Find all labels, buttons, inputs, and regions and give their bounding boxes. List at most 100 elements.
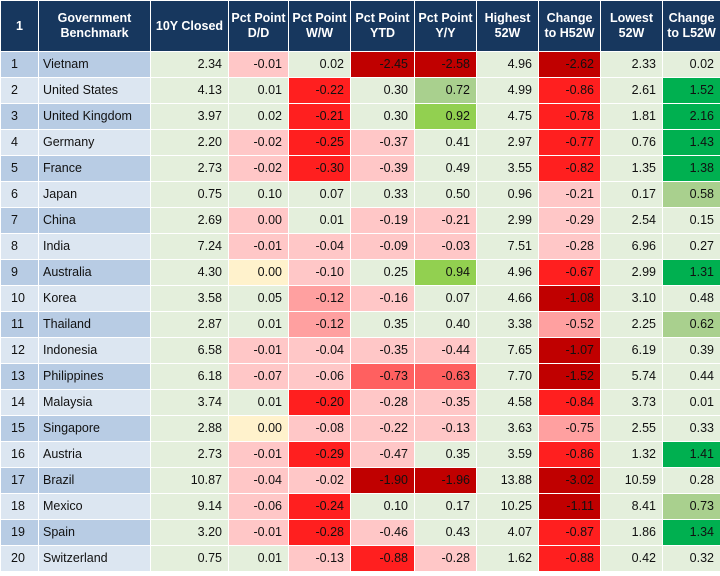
cell-pct-point-ytd: -0.47 bbox=[350, 441, 415, 468]
row-index: 18 bbox=[0, 493, 39, 520]
cell-change-to-l52w: 1.41 bbox=[662, 441, 720, 468]
cell-pct-point-ytd: 0.10 bbox=[350, 493, 415, 520]
benchmark-name: Spain bbox=[38, 519, 151, 546]
cell-change-to-h52w: -1.07 bbox=[538, 337, 601, 364]
row-index: 9 bbox=[0, 259, 39, 286]
cell-10y-closed: 6.58 bbox=[150, 337, 229, 364]
cell-pct-point-ww: -0.24 bbox=[288, 493, 351, 520]
cell-pct-point-ytd: -0.35 bbox=[350, 337, 415, 364]
cell-pct-point-yy: -0.03 bbox=[414, 233, 477, 260]
cell-pct-point-ww: -0.10 bbox=[288, 259, 351, 286]
cell-lowest-52w: 1.81 bbox=[600, 103, 663, 130]
cell-lowest-52w: 0.42 bbox=[600, 545, 663, 572]
cell-pct-point-ww: -0.13 bbox=[288, 545, 351, 572]
cell-pct-point-ww: 0.02 bbox=[288, 51, 351, 78]
row-index: 10 bbox=[0, 285, 39, 312]
cell-10y-closed: 3.58 bbox=[150, 285, 229, 312]
cell-10y-closed: 0.75 bbox=[150, 181, 229, 208]
table-row: 14 Malaysia 3.74 0.01 -0.20 -0.28 -0.35 4.58 -0.… bbox=[0, 389, 720, 416]
cell-pct-point-yy: 0.07 bbox=[414, 285, 477, 312]
cell-highest-52w: 13.88 bbox=[476, 467, 539, 494]
cell-pct-point-ww: -0.30 bbox=[288, 155, 351, 182]
cell-lowest-52w: 6.19 bbox=[600, 337, 663, 364]
cell-highest-52w: 3.38 bbox=[476, 311, 539, 338]
cell-pct-point-dd: 0.00 bbox=[228, 415, 289, 442]
cell-change-to-l52w: 0.15 bbox=[662, 207, 720, 234]
cell-change-to-l52w: 2.16 bbox=[662, 103, 720, 130]
cell-pct-point-ytd: -0.37 bbox=[350, 129, 415, 156]
cell-change-to-h52w: -0.77 bbox=[538, 129, 601, 156]
cell-change-to-l52w: 1.52 bbox=[662, 77, 720, 104]
cell-10y-closed: 2.73 bbox=[150, 155, 229, 182]
cell-pct-point-yy: 0.49 bbox=[414, 155, 477, 182]
table-row: 11 Thailand 2.87 0.01 -0.12 0.35 0.40 3.38 -0.52… bbox=[0, 311, 720, 338]
column-header-index: 1 bbox=[0, 0, 39, 52]
cell-10y-closed: 2.69 bbox=[150, 207, 229, 234]
cell-highest-52w: 4.96 bbox=[476, 259, 539, 286]
cell-pct-point-yy: 0.41 bbox=[414, 129, 477, 156]
table-row: 7 China 2.69 0.00 0.01 -0.19 -0.21 2.99 -0.29 2.5… bbox=[0, 207, 720, 234]
benchmark-name: Germany bbox=[38, 129, 151, 156]
benchmark-name: Australia bbox=[38, 259, 151, 286]
cell-highest-52w: 3.55 bbox=[476, 155, 539, 182]
benchmark-name: Japan bbox=[38, 181, 151, 208]
cell-pct-point-yy: -0.63 bbox=[414, 363, 477, 390]
benchmark-name: Brazil bbox=[38, 467, 151, 494]
cell-pct-point-dd: -0.01 bbox=[228, 233, 289, 260]
cell-highest-52w: 7.70 bbox=[476, 363, 539, 390]
cell-10y-closed: 2.73 bbox=[150, 441, 229, 468]
benchmark-name: United States bbox=[38, 77, 151, 104]
benchmark-name: Mexico bbox=[38, 493, 151, 520]
cell-pct-point-dd: 0.05 bbox=[228, 285, 289, 312]
cell-pct-point-yy: -0.28 bbox=[414, 545, 477, 572]
cell-change-to-h52w: -3.02 bbox=[538, 467, 601, 494]
column-header-lowest-52w: Lowest 52W bbox=[600, 0, 663, 52]
cell-change-to-l52w: 0.27 bbox=[662, 233, 720, 260]
cell-pct-point-dd: 0.01 bbox=[228, 545, 289, 572]
column-header-pct-point-dd: Pct Point D/D bbox=[228, 0, 289, 52]
row-index: 3 bbox=[0, 103, 39, 130]
cell-pct-point-yy: -2.58 bbox=[414, 51, 477, 78]
row-index: 12 bbox=[0, 337, 39, 364]
column-header-highest-52w: Highest 52W bbox=[476, 0, 539, 52]
cell-pct-point-dd: 0.00 bbox=[228, 207, 289, 234]
cell-pct-point-yy: -0.35 bbox=[414, 389, 477, 416]
cell-10y-closed: 3.74 bbox=[150, 389, 229, 416]
cell-pct-point-dd: -0.06 bbox=[228, 493, 289, 520]
cell-pct-point-ww: 0.01 bbox=[288, 207, 351, 234]
cell-10y-closed: 3.97 bbox=[150, 103, 229, 130]
cell-lowest-52w: 2.33 bbox=[600, 51, 663, 78]
cell-10y-closed: 4.13 bbox=[150, 77, 229, 104]
cell-pct-point-yy: -1.96 bbox=[414, 467, 477, 494]
row-index: 4 bbox=[0, 129, 39, 156]
cell-highest-52w: 1.62 bbox=[476, 545, 539, 572]
table-row: 19 Spain 3.20 -0.01 -0.28 -0.46 0.43 4.07 -0.87 1… bbox=[0, 519, 720, 546]
cell-highest-52w: 7.51 bbox=[476, 233, 539, 260]
cell-pct-point-ww: -0.12 bbox=[288, 311, 351, 338]
cell-pct-point-ytd: 0.30 bbox=[350, 103, 415, 130]
cell-change-to-l52w: 0.39 bbox=[662, 337, 720, 364]
cell-highest-52w: 4.96 bbox=[476, 51, 539, 78]
row-index: 1 bbox=[0, 51, 39, 78]
cell-lowest-52w: 5.74 bbox=[600, 363, 663, 390]
cell-pct-point-ww: -0.20 bbox=[288, 389, 351, 416]
cell-10y-closed: 6.18 bbox=[150, 363, 229, 390]
table-row: 1 Vietnam 2.34 -0.01 0.02 -2.45 -2.58 4.96 -2.62… bbox=[0, 51, 720, 78]
cell-highest-52w: 10.25 bbox=[476, 493, 539, 520]
cell-lowest-52w: 10.59 bbox=[600, 467, 663, 494]
cell-highest-52w: 3.59 bbox=[476, 441, 539, 468]
cell-pct-point-yy: 0.17 bbox=[414, 493, 477, 520]
cell-pct-point-dd: -0.02 bbox=[228, 155, 289, 182]
cell-lowest-52w: 2.99 bbox=[600, 259, 663, 286]
cell-pct-point-ytd: 0.33 bbox=[350, 181, 415, 208]
benchmark-name: Singapore bbox=[38, 415, 151, 442]
cell-pct-point-dd: 0.01 bbox=[228, 389, 289, 416]
cell-10y-closed: 2.34 bbox=[150, 51, 229, 78]
cell-highest-52w: 4.75 bbox=[476, 103, 539, 130]
cell-pct-point-yy: 0.50 bbox=[414, 181, 477, 208]
cell-lowest-52w: 8.41 bbox=[600, 493, 663, 520]
cell-change-to-h52w: -0.88 bbox=[538, 545, 601, 572]
table-row: 15 Singapore 2.88 0.00 -0.08 -0.22 -0.13 3.63 -0… bbox=[0, 415, 720, 442]
cell-highest-52w: 2.99 bbox=[476, 207, 539, 234]
cell-change-to-l52w: 1.38 bbox=[662, 155, 720, 182]
